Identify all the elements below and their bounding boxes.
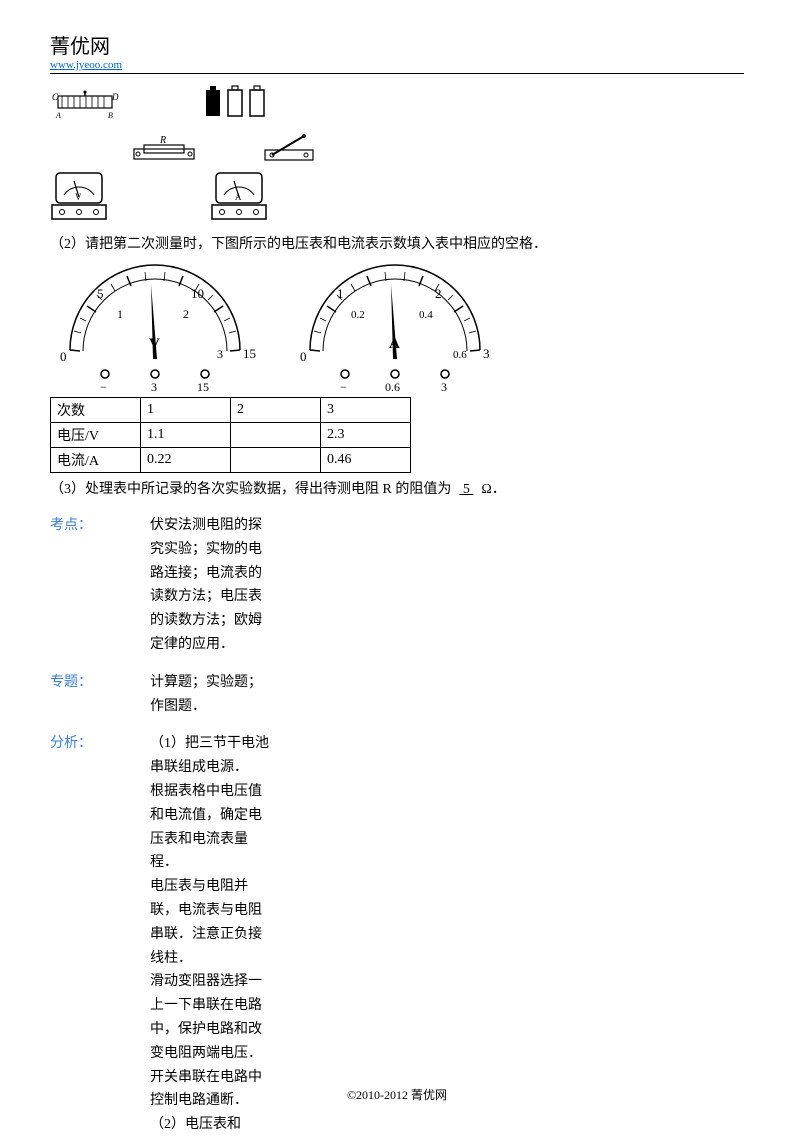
kaodian-section: 考点： 伏安法测电阻的探究实验；实物的电路连接；电流表的读数方法；电压表的读数方…	[50, 514, 744, 657]
cell: 2	[231, 398, 321, 423]
q3-answer: 5	[451, 482, 481, 497]
cell: 0.46	[321, 448, 411, 473]
q3-pre: （3）处理表中所记录的各次实验数据，得出待测电阻 R 的阻值为	[50, 482, 451, 497]
svg-text:15: 15	[243, 346, 256, 361]
table-row: 电压/V 1.1 2.3	[51, 423, 411, 448]
cell: 1.1	[141, 423, 231, 448]
circuit-meters-row: V A	[50, 169, 744, 224]
svg-text:3: 3	[217, 347, 223, 361]
cell: 次数	[51, 398, 141, 423]
svg-text:R: R	[159, 135, 166, 146]
zhuanti-section: 专题： 计算题；实验题；作图题．	[50, 671, 744, 719]
circuit-components-row1: C D A B	[50, 82, 744, 122]
kaodian-label: 考点：	[50, 514, 150, 657]
q3-post: Ω．	[481, 482, 505, 497]
cell: 2.3	[321, 423, 411, 448]
svg-text:A: A	[55, 111, 61, 120]
cell: 3	[321, 398, 411, 423]
svg-text:1: 1	[117, 307, 123, 321]
question-3-text: （3）处理表中所记录的各次实验数据，得出待测电阻 R 的阻值为 5 Ω．	[50, 479, 744, 500]
zhuanti-label: 专题：	[50, 671, 150, 719]
rheostat-icon: C D A B	[50, 90, 120, 122]
fenxi-text: （1）把三节干电池串联组成电源． 根据表格中电压值和电流值，确定电压表和电流表量…	[150, 732, 270, 1137]
fenxi-label: 分析：	[50, 732, 150, 1137]
svg-text:2: 2	[435, 286, 442, 301]
data-table: 次数 1 2 3 电压/V 1.1 2.3 电流/A 0.22 0.46	[50, 397, 411, 473]
svg-text:0: 0	[300, 349, 307, 364]
svg-text:3: 3	[151, 380, 157, 391]
site-name: 菁优网	[50, 30, 744, 59]
svg-text:10: 10	[191, 286, 204, 301]
svg-text:5: 5	[97, 286, 104, 301]
fenxi-section: 分析： （1）把三节干电池串联组成电源． 根据表格中电压值和电流值，确定电压表和…	[50, 732, 744, 1137]
svg-text:0: 0	[60, 349, 67, 364]
question-2-text: （2）请把第二次测量时，下图所示的电压表和电流表示数填入表中相应的空格．	[50, 234, 744, 255]
page-footer: ©2010-2012 菁优网	[0, 1086, 794, 1103]
cell	[231, 423, 321, 448]
svg-text:0.2: 0.2	[351, 309, 365, 321]
svg-text:V: V	[75, 192, 82, 202]
svg-text:3: 3	[441, 380, 447, 391]
cell: 电流/A	[51, 448, 141, 473]
svg-text:−: −	[340, 380, 347, 391]
site-url: www.jyeoo.com	[50, 59, 744, 71]
svg-text:15: 15	[197, 380, 209, 391]
svg-text:3: 3	[483, 346, 490, 361]
cell: 0.22	[141, 448, 231, 473]
page-header: 菁优网 www.jyeoo.com	[50, 30, 744, 74]
cell	[231, 448, 321, 473]
voltmeter-large: 0 5 10 15 1 2 3 V − 3 15	[50, 261, 260, 391]
ammeter-small-icon: A	[210, 169, 270, 224]
batteries-icon	[200, 82, 280, 122]
ammeter-large: 0 1 2 3 0.2 0.4 0.6 A − 0.6 3	[290, 261, 500, 391]
svg-text:B: B	[108, 111, 113, 120]
cell: 电压/V	[51, 423, 141, 448]
table-row: 电流/A 0.22 0.46	[51, 448, 411, 473]
svg-text:A: A	[235, 192, 242, 202]
circuit-components-row2: R	[50, 128, 744, 163]
cell: 1	[141, 398, 231, 423]
svg-text:−: −	[100, 380, 107, 391]
table-row: 次数 1 2 3	[51, 398, 411, 423]
zhuanti-text: 计算题；实验题；作图题．	[150, 671, 270, 719]
voltmeter-small-icon: V	[50, 169, 110, 224]
svg-text:2: 2	[183, 307, 189, 321]
resistor-icon: R	[130, 135, 200, 163]
svg-text:0.6: 0.6	[385, 380, 400, 391]
svg-text:1: 1	[337, 286, 344, 301]
switch-icon	[260, 128, 320, 163]
large-meters-row: 0 5 10 15 1 2 3 V − 3 15	[50, 261, 744, 391]
svg-text:0.6: 0.6	[453, 349, 467, 361]
svg-text:0.4: 0.4	[419, 309, 433, 321]
kaodian-text: 伏安法测电阻的探究实验；实物的电路连接；电流表的读数方法；电压表的读数方法；欧姆…	[150, 514, 270, 657]
